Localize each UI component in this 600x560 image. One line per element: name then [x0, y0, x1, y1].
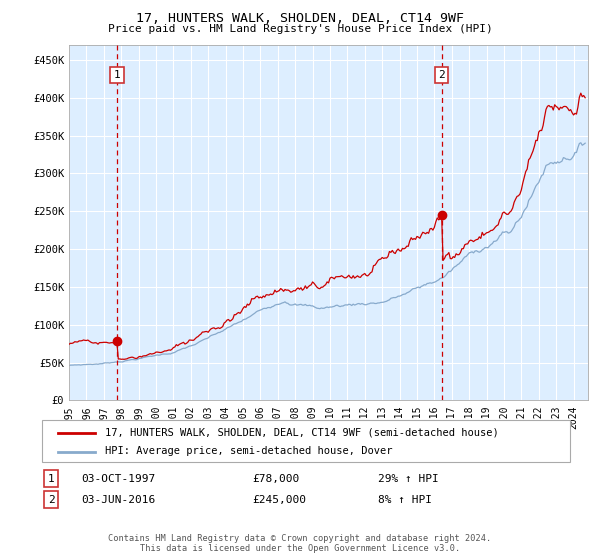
- Text: 17, HUNTERS WALK, SHOLDEN, DEAL, CT14 9WF (semi-detached house): 17, HUNTERS WALK, SHOLDEN, DEAL, CT14 9W…: [106, 428, 499, 437]
- Text: Price paid vs. HM Land Registry's House Price Index (HPI): Price paid vs. HM Land Registry's House …: [107, 24, 493, 34]
- Text: 2: 2: [439, 70, 445, 80]
- Text: 1: 1: [47, 474, 55, 484]
- Text: £245,000: £245,000: [252, 494, 306, 505]
- Text: HPI: Average price, semi-detached house, Dover: HPI: Average price, semi-detached house,…: [106, 446, 393, 456]
- Text: Contains HM Land Registry data © Crown copyright and database right 2024.
This d: Contains HM Land Registry data © Crown c…: [109, 534, 491, 553]
- Text: 03-OCT-1997: 03-OCT-1997: [81, 474, 155, 484]
- Text: 8% ↑ HPI: 8% ↑ HPI: [378, 494, 432, 505]
- Text: 03-JUN-2016: 03-JUN-2016: [81, 494, 155, 505]
- Text: £78,000: £78,000: [252, 474, 299, 484]
- Text: 2: 2: [47, 494, 55, 505]
- Text: 1: 1: [113, 70, 120, 80]
- Text: 29% ↑ HPI: 29% ↑ HPI: [378, 474, 439, 484]
- Text: 17, HUNTERS WALK, SHOLDEN, DEAL, CT14 9WF: 17, HUNTERS WALK, SHOLDEN, DEAL, CT14 9W…: [136, 12, 464, 25]
- FancyBboxPatch shape: [42, 420, 570, 462]
